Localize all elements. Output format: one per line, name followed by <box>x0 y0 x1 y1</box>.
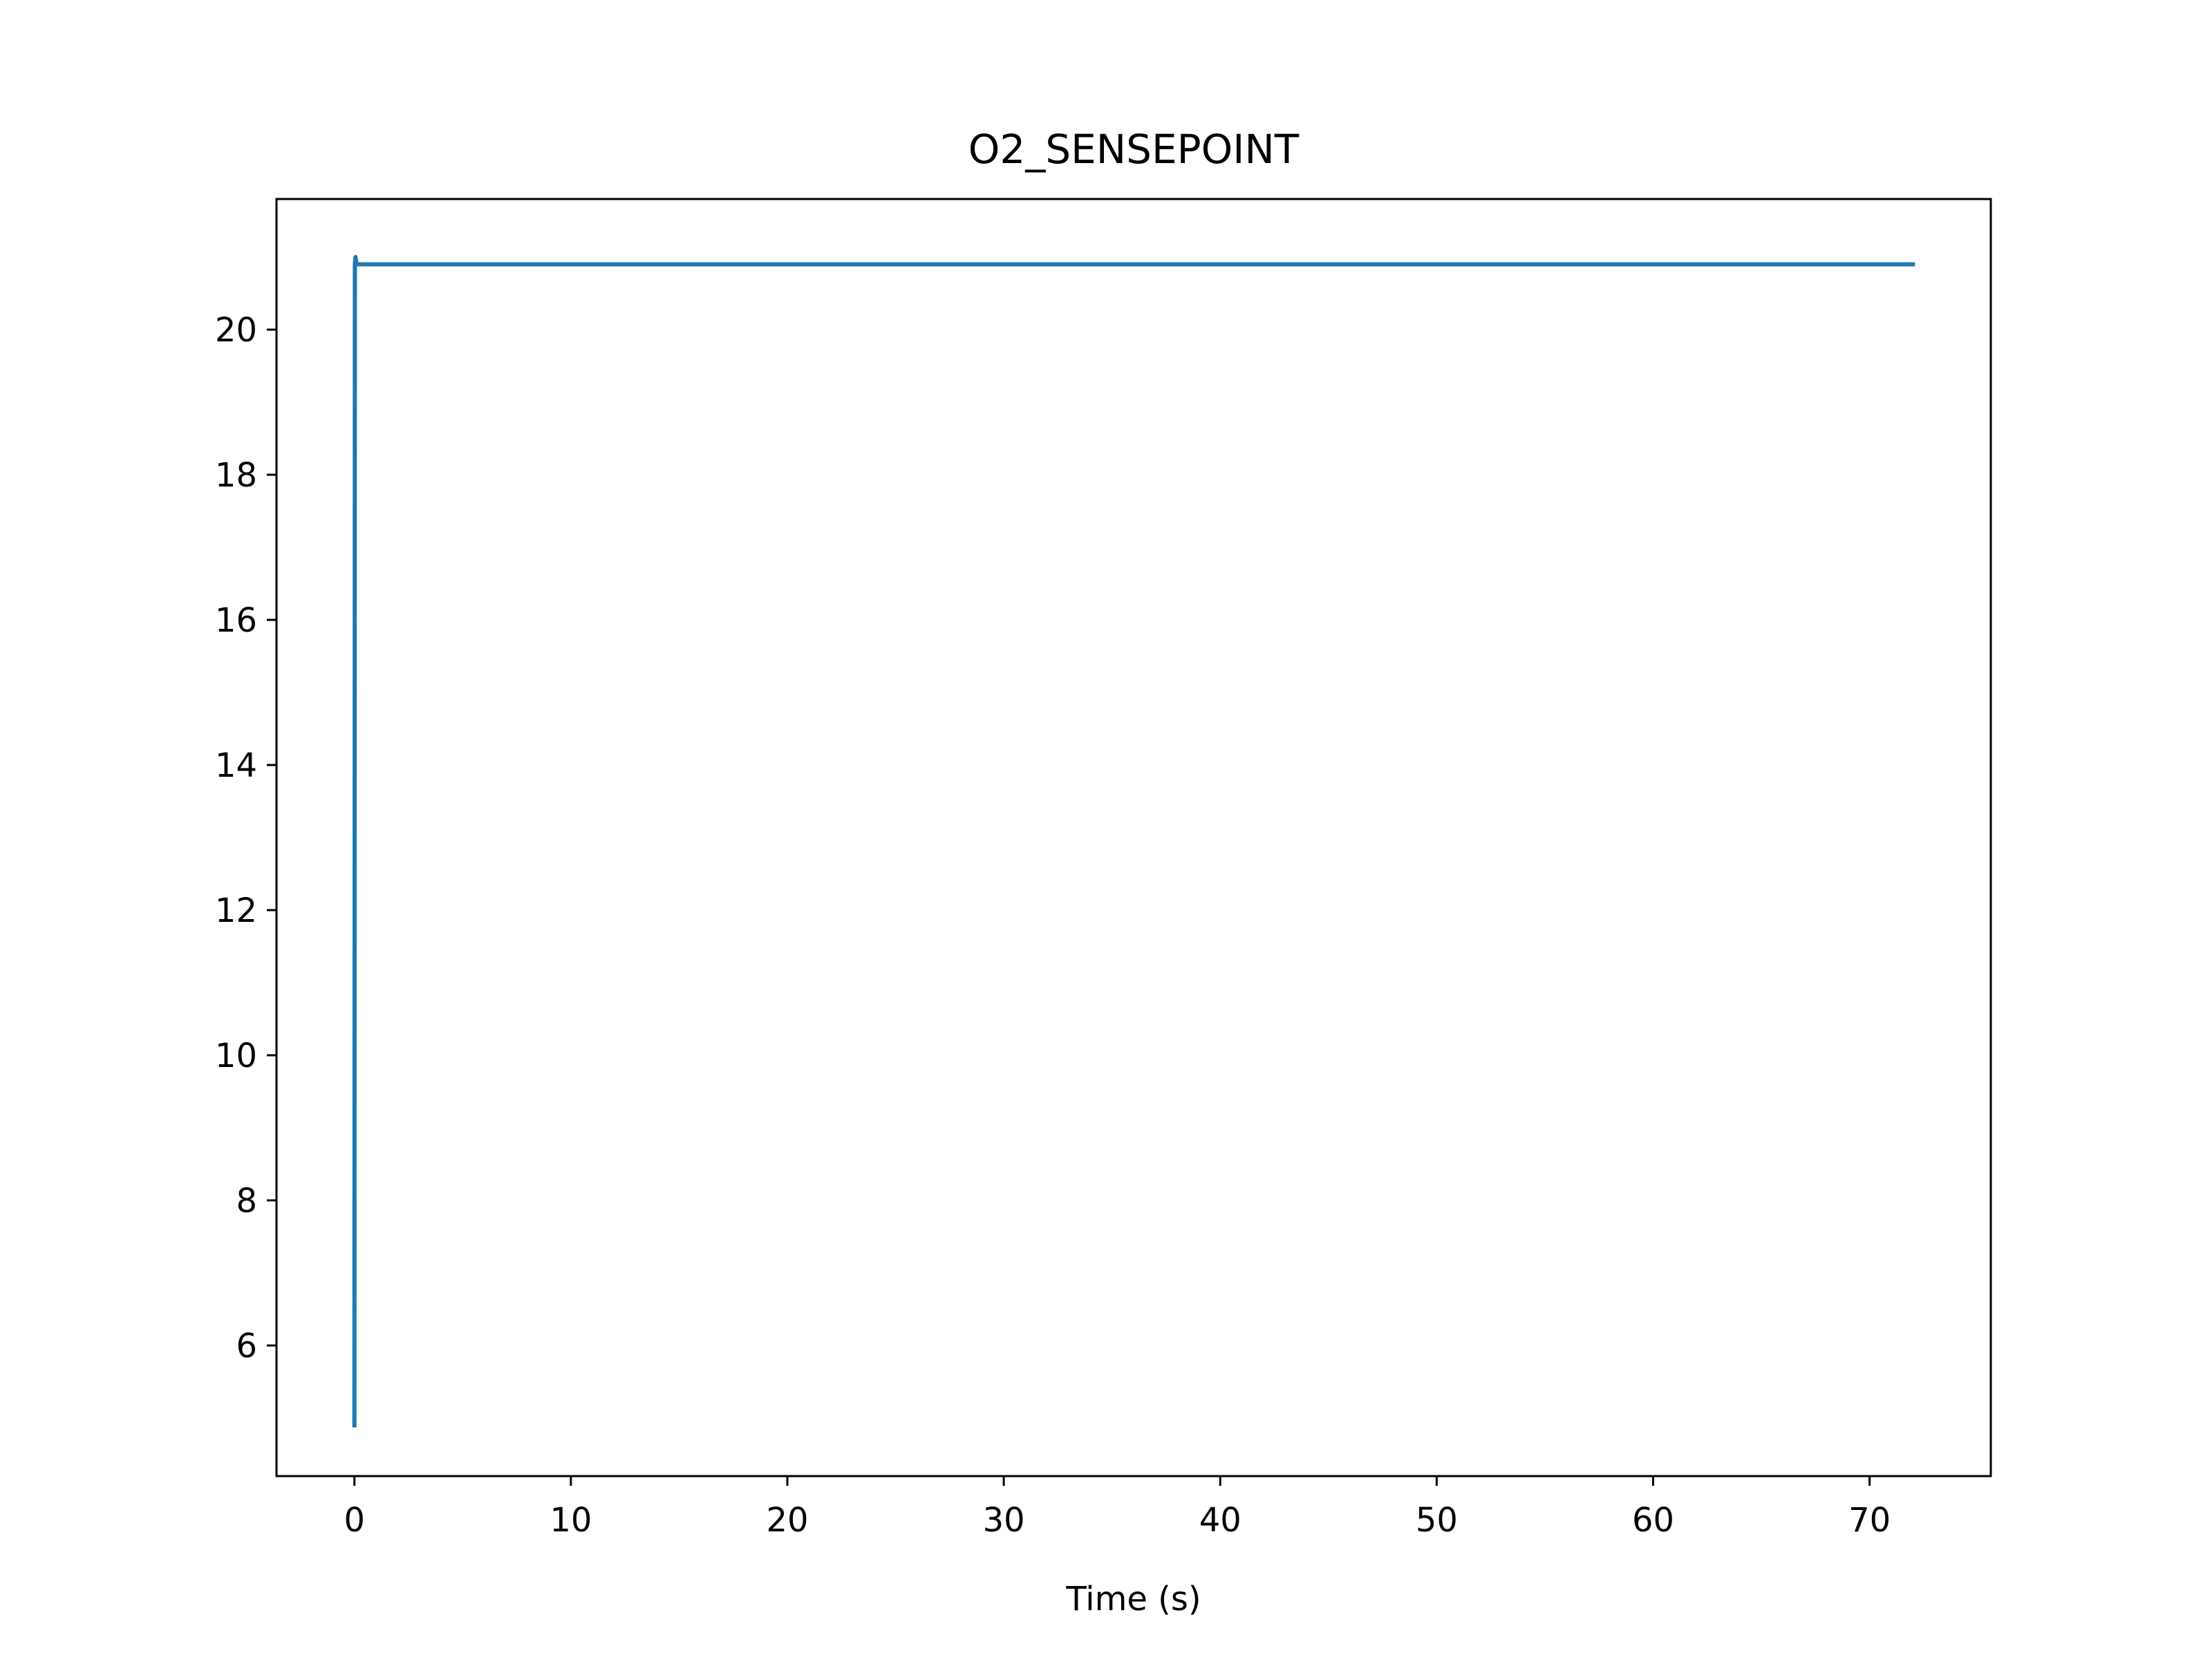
x-tick-label: 10 <box>550 1501 592 1540</box>
x-tick-label: 0 <box>344 1501 365 1540</box>
y-tick-label: 16 <box>215 601 257 640</box>
y-tick-label: 12 <box>215 891 257 930</box>
y-tick-label: 14 <box>215 746 257 785</box>
y-tick-label: 18 <box>215 456 257 495</box>
axes-frame <box>275 198 1992 1477</box>
x-tick-label: 30 <box>983 1501 1025 1540</box>
y-axis: 6 8 10 12 14 16 18 20 <box>215 311 276 1366</box>
y-tick-label: 8 <box>236 1182 257 1220</box>
x-tick-label: 70 <box>1848 1501 1891 1540</box>
x-tick-label: 20 <box>766 1501 808 1540</box>
x-tick-label: 50 <box>1416 1501 1458 1540</box>
y-tick-label: 6 <box>236 1327 257 1366</box>
x-tick-label: 60 <box>1632 1501 1674 1540</box>
y-tick-label: 20 <box>215 311 257 350</box>
x-tick-label: 40 <box>1199 1501 1241 1540</box>
x-axis: 0 10 20 30 40 50 60 70 <box>344 1476 1891 1540</box>
series-line <box>352 255 1915 1428</box>
plot-layer <box>352 255 1915 1428</box>
x-axis-label: Time (s) <box>1065 1580 1201 1618</box>
chart-title: O2_SENSEPOINT <box>968 126 1300 173</box>
y-tick-label: 10 <box>215 1037 257 1075</box>
